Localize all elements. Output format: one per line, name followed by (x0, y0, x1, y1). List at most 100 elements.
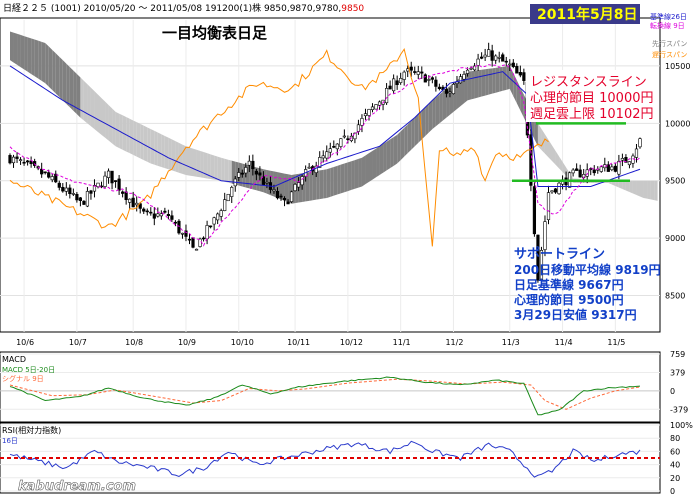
cloud-segment (193, 148, 197, 177)
candle-body (110, 170, 114, 184)
candle-body (606, 164, 610, 172)
cloud-segment (344, 162, 348, 193)
header-info: 日経２２５ (1001) 2010/05/20 ～ 2011/05/08 191… (3, 2, 364, 14)
rsi-y-tick: 0 (670, 487, 675, 496)
candle-body (289, 191, 294, 202)
cloud-segment (105, 101, 109, 141)
cloud-segment (411, 117, 415, 150)
cloud-segment (418, 110, 422, 143)
candle-body (504, 60, 508, 63)
candle-body (152, 213, 156, 219)
candle-body (61, 186, 65, 192)
candle-body (328, 148, 332, 153)
candle-body (135, 202, 139, 206)
level-lines (512, 122, 630, 182)
cloud-segment (154, 130, 158, 166)
cloud-segment (196, 149, 201, 178)
candle-body (117, 178, 121, 191)
candle-body (131, 197, 135, 208)
candle-body (201, 237, 206, 240)
rsi-legend: 16日 (2, 437, 18, 445)
cloud-segment (295, 173, 299, 204)
candle-body (71, 193, 75, 195)
cloud-segment (481, 69, 486, 97)
support-line-1: サポートライン (514, 246, 605, 262)
candle-body (360, 118, 364, 126)
cloud-segment (492, 67, 496, 94)
cloud-segment (456, 77, 461, 109)
candle-body (247, 160, 251, 166)
candle-body (212, 217, 216, 225)
cloud-segment (231, 160, 236, 185)
candle-body (469, 67, 473, 70)
macd-y-tick: 0 (670, 387, 675, 396)
cloud-segment (94, 91, 98, 132)
candle-body (374, 104, 378, 110)
candle-body (522, 72, 526, 81)
legend-kijun: 基準線26日 (650, 12, 687, 21)
cloud-segment (622, 180, 626, 191)
macd-legend-signal: シグナル 9日 (2, 374, 44, 383)
candle-body (25, 160, 30, 163)
candle-body (43, 171, 47, 174)
candle-body (518, 72, 522, 76)
candle-body (472, 65, 477, 71)
cloud-segment (432, 97, 436, 130)
watermark: kabudream.com (18, 479, 136, 494)
cloud-segment (52, 49, 56, 94)
candle-body (430, 77, 434, 80)
cloud-segment (506, 65, 510, 90)
candle-body (282, 198, 287, 201)
cloud-segment (404, 124, 408, 157)
candle-body (339, 138, 343, 147)
candle-body (314, 165, 318, 173)
candle-body (40, 168, 44, 175)
x-tick-label: 10/9 (178, 338, 196, 347)
candle-body (627, 161, 632, 166)
cloud-segment (41, 41, 46, 84)
cloud-segment (368, 150, 373, 182)
candle-body (480, 56, 484, 59)
macd-y-tick: 379 (670, 368, 685, 377)
cloud-segment (499, 66, 503, 92)
cloud-segment (221, 157, 225, 182)
candle-body (307, 166, 311, 169)
candle-body (346, 138, 350, 141)
candle-body (395, 80, 399, 85)
date-badge-bg (530, 4, 640, 24)
candle-body (163, 210, 167, 213)
cloud-segment (228, 159, 232, 184)
y-tick-label: 8500 (665, 292, 685, 301)
cloud-segment (224, 158, 229, 183)
cloud-segment (629, 180, 633, 194)
cloud-segment (200, 150, 204, 178)
candle-body (546, 192, 551, 221)
cloud-segment (640, 180, 644, 198)
candle-body (631, 155, 635, 164)
cloud-segment (446, 86, 450, 118)
cloud-segment (365, 153, 369, 185)
candle-body (286, 201, 290, 205)
cloud-segment (48, 46, 53, 91)
candle-body (388, 85, 392, 90)
resistance-line-3: 週足雲上限 10102円 (530, 107, 654, 122)
ichimoku-cloud (10, 31, 658, 204)
candle-body (578, 169, 582, 178)
candle-body (494, 55, 498, 61)
candle-body (543, 221, 547, 250)
candle-body (413, 71, 417, 73)
cloud-segment (654, 180, 658, 201)
cloud-segment (10, 31, 14, 63)
cloud-segment (69, 67, 74, 111)
cloud-segment (83, 80, 88, 124)
candle-body (85, 191, 90, 207)
rsi-y-tick: 20 (670, 474, 680, 483)
x-tick-label: 10/7 (69, 338, 87, 347)
chikou-span-line (9, 47, 549, 247)
cloud-segment (351, 160, 355, 190)
candle-body (78, 197, 82, 201)
candle-body (156, 213, 160, 217)
candle-body (96, 182, 100, 187)
cloud-segment (175, 141, 179, 173)
candle-body (223, 199, 227, 211)
